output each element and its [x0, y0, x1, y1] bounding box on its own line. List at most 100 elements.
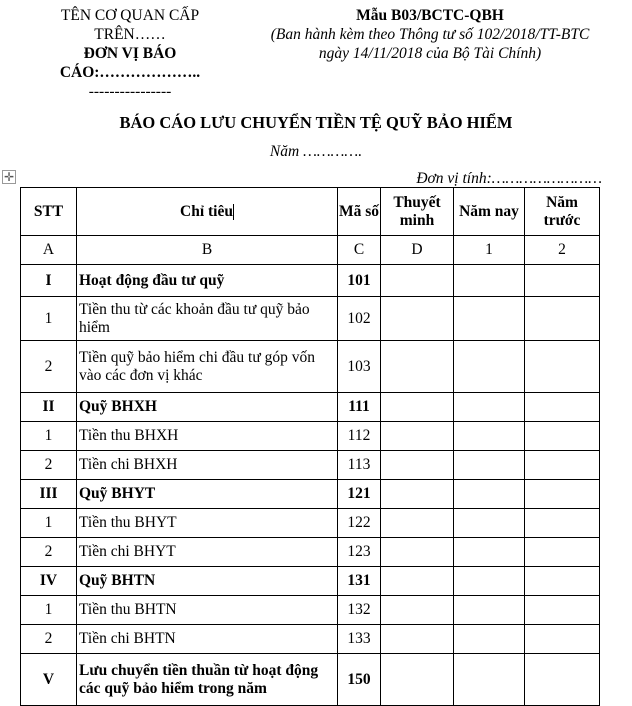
row-stt: V: [20, 653, 77, 706]
row-note[interactable]: [380, 296, 454, 341]
row-current-year[interactable]: [453, 296, 525, 341]
row-stt: III: [20, 479, 77, 509]
row-note[interactable]: [380, 264, 454, 297]
row-code: 103: [337, 340, 381, 393]
header-note: Thuyết minh: [380, 187, 454, 236]
table-row: 1 Tiền thu BHTN 132: [20, 595, 600, 625]
row-code: 122: [337, 508, 381, 538]
reporting-unit-line2: CÁO:………………..: [59, 64, 201, 81]
report-year: Năm ………….: [269, 143, 363, 160]
row-indicator: Tiền thu BHXH: [76, 421, 338, 451]
row-note[interactable]: [380, 595, 454, 625]
form-code: Mẫu B03/BCTC-QBH: [356, 7, 504, 24]
table-row: 2 Tiền chi BHXH 113: [20, 450, 600, 480]
row-current-year[interactable]: [453, 450, 525, 480]
report-title: BÁO CÁO LƯU CHUYỂN TIỀN TỆ QUỸ BẢO HIỂM: [119, 113, 513, 132]
form-legal-basis: (Ban hành kèm theo Thông tư số 102/2018/…: [270, 26, 590, 43]
row-current-year[interactable]: [453, 653, 525, 706]
table-row: 2 Tiền chi BHTN 133: [20, 624, 600, 654]
table-row: I Hoạt động đầu tư quỹ 101: [20, 264, 600, 297]
table-row: II Quỹ BHXH 111: [20, 392, 600, 422]
row-note[interactable]: [380, 340, 454, 393]
issuing-authority-block: TÊN CƠ QUAN CẤP TRÊN…… ĐƠN VỊ BÁO CÁO:………: [30, 6, 230, 101]
row-indicator: Quỹ BHXH: [76, 392, 338, 422]
header-previous-year: Năm trước: [524, 187, 600, 236]
row-previous-year[interactable]: [524, 264, 600, 297]
row-indicator: Quỹ BHYT: [76, 479, 338, 509]
row-previous-year[interactable]: [524, 392, 600, 422]
row-code: 150: [337, 653, 381, 706]
row-code: 111: [337, 392, 381, 422]
row-current-year[interactable]: [453, 264, 525, 297]
header-stt: STT: [20, 187, 77, 236]
header-indicator-text: Chỉ tiêu: [180, 202, 233, 220]
row-note[interactable]: [380, 392, 454, 422]
row-previous-year[interactable]: [524, 566, 600, 596]
code-d: D: [380, 235, 454, 265]
row-note[interactable]: [380, 653, 454, 706]
row-indicator: Tiền thu BHYT: [76, 508, 338, 538]
table-row: V Lưu chuyển tiền thuần từ hoạt động các …: [20, 653, 600, 706]
row-code: 101: [337, 264, 381, 297]
row-previous-year[interactable]: [524, 537, 600, 567]
row-stt: 2: [20, 450, 77, 480]
row-indicator: Lưu chuyển tiền thuần từ hoạt động các q…: [76, 653, 338, 706]
row-current-year[interactable]: [453, 421, 525, 451]
row-code: 113: [337, 450, 381, 480]
code-2: 2: [524, 235, 600, 265]
row-previous-year[interactable]: [524, 624, 600, 654]
row-indicator: Tiền thu từ các khoản đầu tư quỹ bảo hiể…: [76, 296, 338, 341]
row-current-year[interactable]: [453, 392, 525, 422]
table-row: 2 Tiền chi BHYT 123: [20, 537, 600, 567]
row-previous-year[interactable]: [524, 450, 600, 480]
row-stt: 1: [20, 595, 77, 625]
reporting-unit-line1: ĐƠN VỊ BÁO: [83, 45, 177, 62]
row-note[interactable]: [380, 537, 454, 567]
row-note[interactable]: [380, 421, 454, 451]
divider-dashes: ----------------: [88, 83, 172, 100]
row-code: 112: [337, 421, 381, 451]
row-current-year[interactable]: [453, 566, 525, 596]
row-previous-year[interactable]: [524, 340, 600, 393]
parent-agency-line1: TÊN CƠ QUAN CẤP: [60, 7, 200, 24]
header-code: Mã số: [337, 187, 381, 236]
parent-agency-line2: TRÊN……: [94, 26, 166, 43]
row-stt: IV: [20, 566, 77, 596]
row-note[interactable]: [380, 508, 454, 538]
row-current-year[interactable]: [453, 479, 525, 509]
row-note[interactable]: [380, 566, 454, 596]
table-row: III Quỹ BHYT 121: [20, 479, 600, 509]
row-stt: I: [20, 264, 77, 297]
row-current-year[interactable]: [453, 595, 525, 625]
row-code: 131: [337, 566, 381, 596]
table-row: 1 Tiền thu BHYT 122: [20, 508, 600, 538]
row-indicator: Tiền chi BHTN: [76, 624, 338, 654]
table-row: 1 Tiền thu BHXH 112: [20, 421, 600, 451]
row-previous-year[interactable]: [524, 595, 600, 625]
header-indicator[interactable]: Chỉ tiêu: [76, 187, 338, 236]
row-code: 133: [337, 624, 381, 654]
row-previous-year[interactable]: [524, 421, 600, 451]
header-row: STT Chỉ tiêu Mã số Thuyết minh Năm nay N…: [20, 187, 600, 236]
code-c: C: [337, 235, 381, 265]
row-stt: 2: [20, 537, 77, 567]
row-code: 132: [337, 595, 381, 625]
form-legal-date: ngày 14/11/2018 của Bộ Tài Chính): [318, 45, 542, 62]
text-cursor: [232, 203, 234, 220]
row-current-year[interactable]: [453, 537, 525, 567]
row-note[interactable]: [380, 624, 454, 654]
table-row: 2 Tiền quỹ bảo hiểm chi đầu tư góp vốn và…: [20, 340, 600, 393]
row-previous-year[interactable]: [524, 479, 600, 509]
row-indicator: Tiền thu BHTN: [76, 595, 338, 625]
form-info-block: Mẫu B03/BCTC-QBH (Ban hành kèm theo Thôn…: [240, 6, 620, 63]
row-note[interactable]: [380, 479, 454, 509]
currency-unit: Đơn vị tính:……………………: [416, 170, 602, 187]
row-previous-year[interactable]: [524, 508, 600, 538]
row-current-year[interactable]: [453, 624, 525, 654]
table-move-handle-icon[interactable]: ✛: [2, 170, 16, 184]
row-current-year[interactable]: [453, 508, 525, 538]
row-note[interactable]: [380, 450, 454, 480]
row-current-year[interactable]: [453, 340, 525, 393]
row-previous-year[interactable]: [524, 296, 600, 341]
row-previous-year[interactable]: [524, 653, 600, 706]
